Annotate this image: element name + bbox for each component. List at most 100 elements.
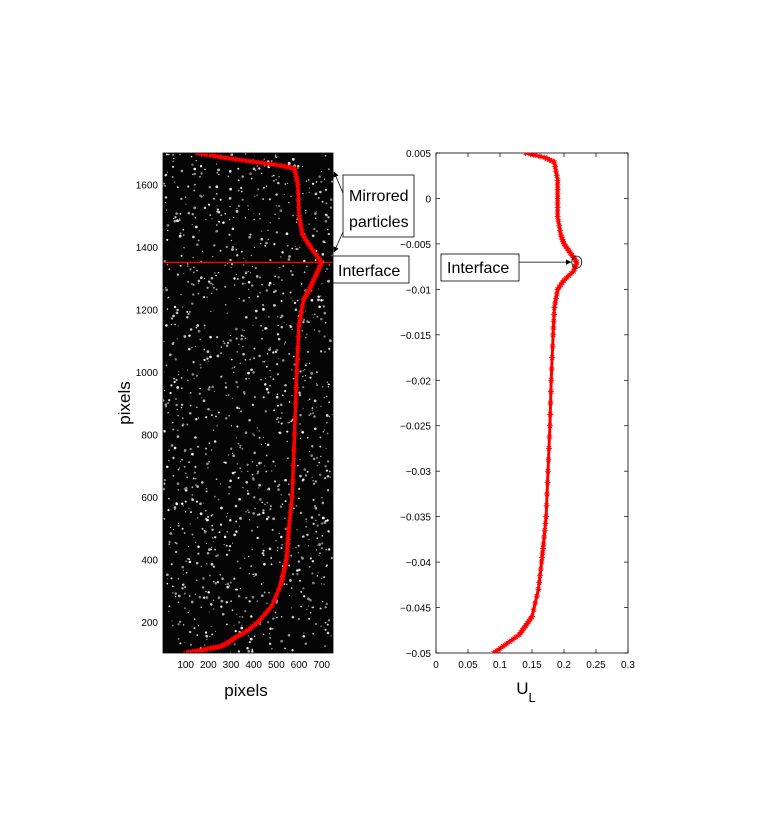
- y-tick-label: 1600: [136, 180, 159, 191]
- particle-dot: [260, 324, 262, 327]
- particle-dot: [174, 592, 178, 595]
- data-point: [517, 629, 524, 636]
- data-point: [311, 275, 318, 281]
- particle-dot: [280, 546, 283, 550]
- particle-dot: [187, 379, 189, 381]
- particle-dot: [250, 529, 254, 532]
- data-point: [537, 572, 543, 579]
- particle-dot: [256, 295, 259, 298]
- particle-dot: [312, 457, 316, 461]
- particle-dot: [229, 581, 232, 584]
- particle-dot: [323, 576, 326, 579]
- particle-dot: [225, 553, 229, 556]
- particle-dot: [306, 350, 310, 353]
- data-point: [560, 238, 567, 245]
- particle-dot: [249, 637, 253, 641]
- particle-dot: [272, 378, 275, 381]
- particle-dot: [180, 294, 182, 296]
- particle-dot: [195, 484, 197, 486]
- particle-dot: [317, 288, 319, 290]
- particle-dot: [172, 160, 174, 162]
- particle-dot: [296, 569, 299, 572]
- particle-dot: [240, 250, 243, 253]
- particle-dot: [199, 363, 202, 366]
- particle-dot: [172, 504, 174, 506]
- particle-dot: [303, 259, 306, 263]
- particle-dot: [270, 557, 273, 559]
- particle-dot: [220, 605, 223, 608]
- particle-dot: [254, 396, 256, 398]
- particle-dot: [181, 306, 184, 308]
- particle-dot: [250, 368, 253, 372]
- particle-dot: [202, 577, 205, 580]
- particle-dot: [175, 502, 179, 506]
- particle-dot: [173, 305, 177, 309]
- particle-dot: [227, 454, 230, 456]
- data-point: [289, 478, 296, 485]
- particle-dot: [306, 470, 309, 473]
- particle-dot: [176, 386, 180, 389]
- data-point: [551, 304, 558, 311]
- particle-dot: [311, 234, 315, 238]
- particle-dot: [258, 354, 261, 358]
- particle-dot: [201, 527, 204, 530]
- particle-dot: [232, 453, 234, 455]
- particle-dot: [216, 354, 220, 358]
- particle-dot: [329, 198, 333, 201]
- particle-dot: [173, 586, 175, 588]
- data-point: [227, 155, 234, 162]
- particle-dot: [207, 591, 210, 594]
- particle-dot: [278, 483, 281, 486]
- data-point: [281, 564, 288, 571]
- particle-dot: [183, 335, 187, 338]
- data-point: [285, 532, 292, 539]
- particle-dot: [224, 382, 227, 384]
- particle-dot: [262, 633, 265, 635]
- particle-dot: [239, 567, 242, 570]
- data-point: [561, 240, 567, 247]
- particle-dot: [184, 196, 187, 198]
- particle-dot: [256, 526, 259, 528]
- particle-dot: [188, 334, 191, 337]
- particle-dot: [173, 446, 177, 450]
- particle-dot: [274, 289, 277, 293]
- particle-dot: [267, 391, 270, 394]
- particle-dot: [299, 458, 301, 461]
- particle-dot: [244, 153, 247, 155]
- particle-dot: [284, 383, 287, 387]
- particle-dot: [304, 364, 307, 367]
- particle-dot: [321, 547, 323, 549]
- particle-dot: [252, 167, 256, 171]
- particle-dot: [191, 452, 194, 456]
- particle-dot: [170, 577, 173, 580]
- particle-dot: [219, 198, 222, 201]
- data-point: [281, 163, 288, 170]
- particle-dot: [210, 276, 214, 280]
- particle-dot: [269, 637, 271, 639]
- particle-dot: [316, 406, 318, 408]
- particle-dot: [213, 286, 215, 289]
- particle-dot: [281, 412, 283, 414]
- particle-dot: [285, 324, 287, 326]
- particle-dot: [244, 609, 247, 613]
- particle-dot: [184, 500, 187, 503]
- particle-dot: [205, 447, 208, 450]
- particle-dot: [325, 414, 329, 417]
- particle-dot: [173, 157, 175, 160]
- particle-dot: [269, 508, 272, 511]
- particle-dot: [276, 393, 279, 396]
- particle-dot: [283, 193, 285, 196]
- particle-dot: [189, 448, 192, 451]
- data-point: [550, 331, 557, 338]
- particle-dot: [231, 248, 234, 251]
- data-point: [294, 357, 301, 364]
- particle-dot: [166, 264, 169, 266]
- particle-dot: [193, 172, 196, 176]
- y-tick-label: −0.015: [400, 331, 431, 342]
- particle-dot: [321, 253, 325, 256]
- particle-dot: [310, 298, 314, 302]
- particle-dot: [179, 264, 182, 267]
- particle-dot: [262, 308, 265, 311]
- data-point: [535, 586, 542, 593]
- particle-dot: [248, 600, 251, 603]
